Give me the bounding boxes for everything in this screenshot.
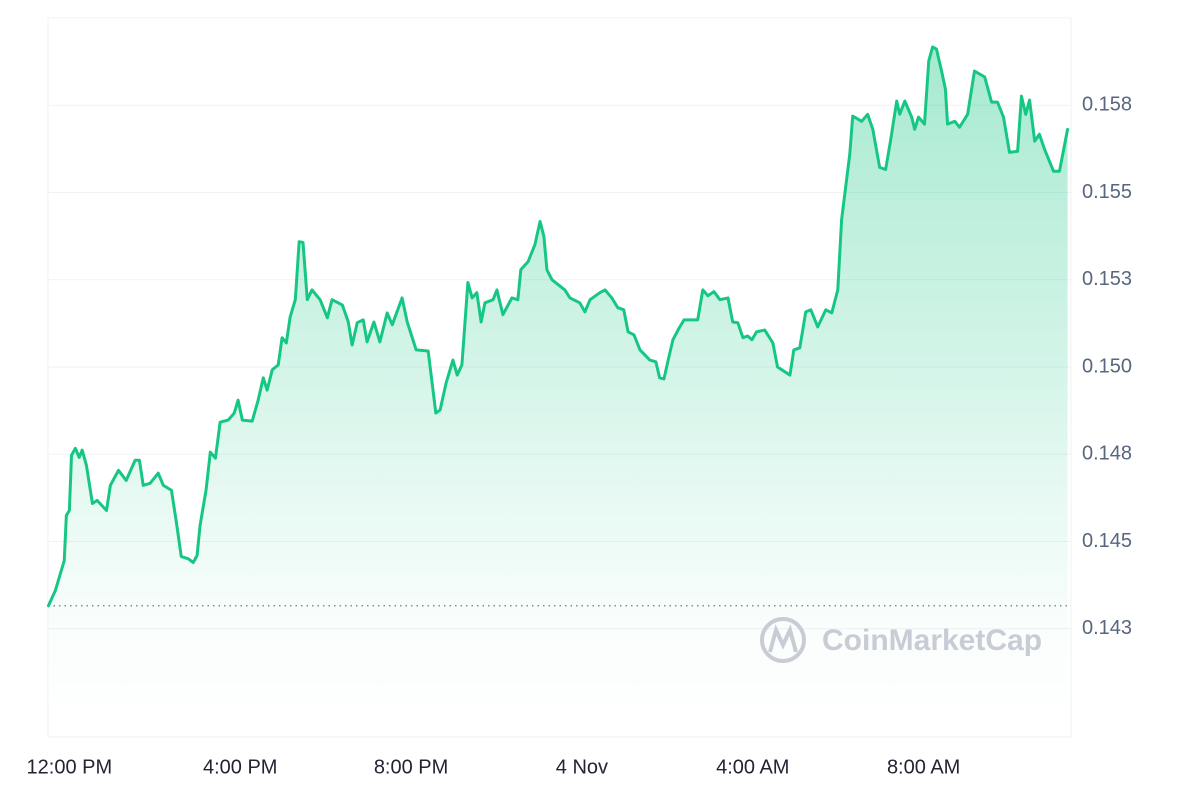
price-area [48, 46, 1068, 738]
marks [46, 45, 1071, 738]
x-tick-label: 4:00 PM [203, 756, 277, 778]
y-tick-label: 0.143 [1082, 617, 1132, 639]
x-tick-label: 12:00 PM [27, 756, 113, 778]
x-tick-label: 8:00 AM [887, 756, 960, 778]
y-tick-label: 0.145 [1082, 530, 1132, 552]
price-line [46, 45, 1070, 608]
watermark: CoinMarketCap [822, 624, 1042, 657]
x-tick-label: 8:00 PM [374, 756, 448, 778]
y-tick-label: 0.148 [1082, 443, 1132, 465]
x-tick-label: 4:00 AM [716, 756, 789, 778]
y-tick-label: 0.153 [1082, 268, 1132, 290]
x-tick-label: 4 Nov [556, 756, 608, 778]
y-tick-label: 0.158 [1082, 94, 1132, 116]
labels: 0.143 0.145 0.148 0.150 0.153 0.155 0.158 12:00… [27, 94, 1133, 779]
y-tick-label: 0.155 [1082, 181, 1132, 203]
y-tick-label: 0.150 [1082, 355, 1132, 377]
watermark-logo [760, 617, 806, 663]
